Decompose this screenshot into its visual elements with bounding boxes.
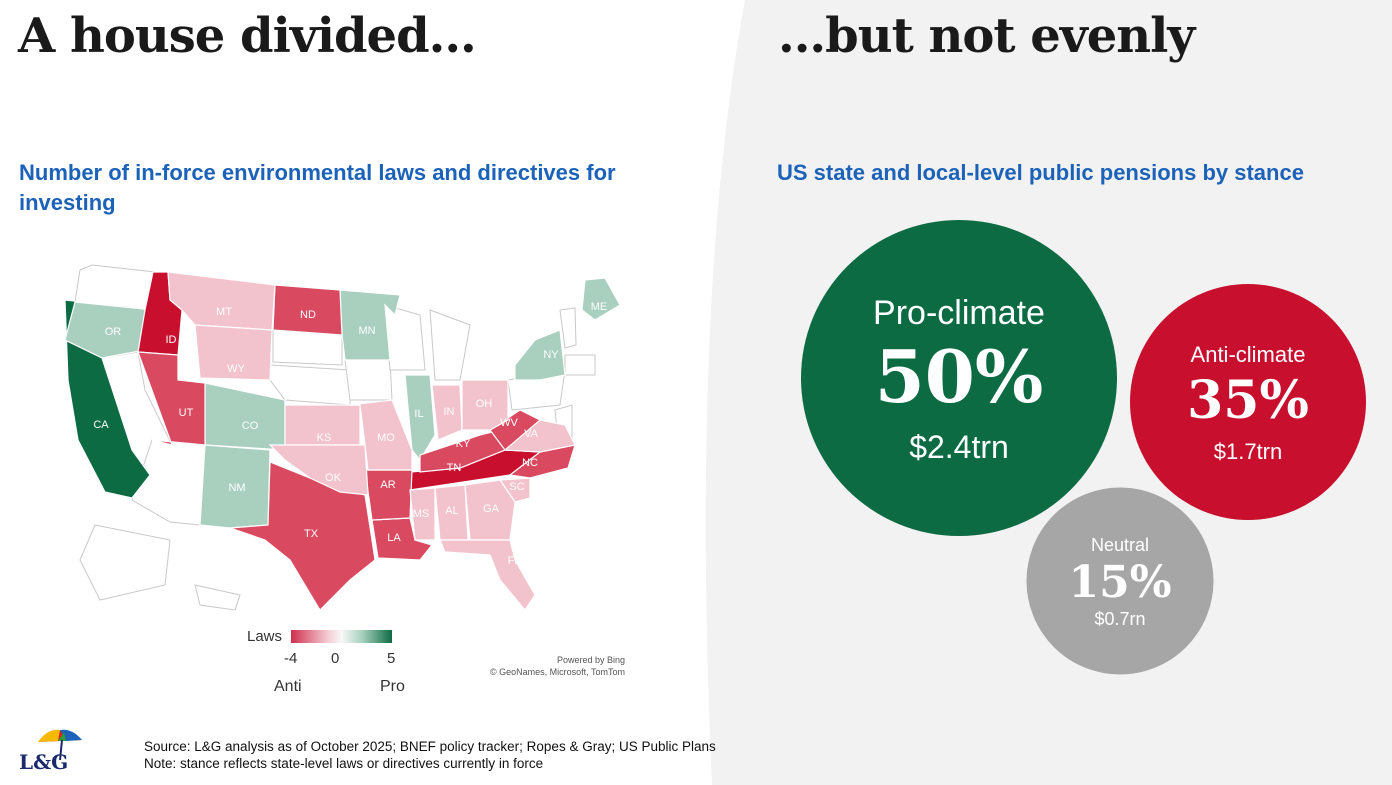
state-label-ga: GA	[483, 503, 500, 515]
state-va	[503, 419, 576, 453]
state-nd	[272, 284, 343, 336]
state-me	[581, 277, 621, 321]
headline-right: ...but not evenly	[778, 8, 1195, 64]
state-label-il: IL	[414, 408, 423, 420]
bubble-neutral-amount: $0.7rn	[1094, 609, 1145, 629]
legend-max: 5	[387, 650, 396, 667]
state-hi	[194, 584, 241, 611]
state-ny	[514, 329, 566, 381]
bubble-pro-climate: Pro-climate 50% $2.4trn	[801, 220, 1117, 536]
map-credit-bing: Powered by Bing	[556, 655, 625, 665]
state-label-mn: MN	[358, 325, 375, 337]
state-label-al: AL	[445, 505, 458, 517]
bubble-anti-label: Anti-climate	[1191, 342, 1306, 367]
map-state-labels: CA OR IL MN CO NM NY ME ID TN UT TX LA ND AR KY WV NC MT WY…	[93, 301, 607, 567]
state-mn	[339, 289, 401, 361]
bubble-chart-title: US state and local-level public pensions…	[777, 160, 1304, 185]
lg-umbrella-logo	[38, 729, 82, 761]
map-data-states	[64, 271, 621, 612]
state-label-mt: MT	[216, 306, 232, 318]
state-nc	[508, 444, 576, 479]
legend-mid: 0	[331, 650, 340, 667]
state-label-wv: WV	[500, 417, 518, 429]
state-label-oh: OH	[476, 398, 493, 410]
state-label-nd: ND	[300, 309, 316, 321]
map-credit-sources: © GeoNames, Microsoft, TomTom	[490, 667, 625, 677]
state-label-wy: WY	[227, 363, 245, 375]
state-label-va: VA	[524, 428, 539, 440]
state-label-ca: CA	[93, 419, 109, 431]
state-label-ok: OK	[325, 472, 342, 484]
state-oh	[461, 379, 509, 431]
bubble-pro-amount: $2.4trn	[909, 429, 1009, 465]
bubble-anti-climate: Anti-climate 35% $1.7trn	[1130, 284, 1366, 520]
state-ut	[137, 351, 206, 446]
legend-min: -4	[284, 650, 298, 667]
bubble-anti-percent: 35%	[1187, 370, 1309, 431]
us-states-map: CA OR IL MN CO NM NY ME ID TN UT TX LA ND AR KY WV NC MT WY…	[64, 264, 621, 612]
state-vt	[559, 307, 577, 349]
state-label-ky: KY	[456, 438, 471, 450]
legend-pro-caption: Pro	[380, 678, 405, 695]
state-label-id: ID	[166, 334, 177, 346]
state-label-ks: KS	[317, 432, 332, 444]
legend-anti-caption: Anti	[274, 678, 302, 695]
state-label-sc: SC	[509, 481, 524, 493]
state-label-ar: AR	[380, 479, 395, 491]
legend-title: Laws	[247, 628, 283, 645]
state-fl	[439, 539, 536, 612]
bubble-neutral-label: Neutral	[1091, 535, 1149, 555]
bubble-anti-amount: $1.7trn	[1214, 439, 1283, 464]
state-tx	[229, 461, 376, 611]
bubble-neutral-percent: 15%	[1068, 557, 1171, 608]
bubble-pro-percent: 50%	[875, 334, 1044, 419]
bubble-anti-circle	[1130, 284, 1366, 520]
bubble-pro-circle	[801, 220, 1117, 536]
state-label-nm: NM	[228, 482, 245, 494]
state-mo	[349, 399, 413, 471]
state-mi	[429, 309, 471, 381]
state-label-ut: UT	[179, 407, 194, 419]
lg-logo-text: L&G	[19, 750, 69, 774]
bubble-neutral-circle	[1023, 484, 1217, 678]
state-label-co: CO	[242, 420, 259, 432]
state-label-me: ME	[591, 301, 608, 313]
state-ga	[464, 479, 516, 541]
state-ak	[79, 524, 171, 601]
state-label-la: LA	[387, 532, 401, 544]
map-chart-title: Number of in-force environmental laws an…	[19, 160, 616, 215]
state-label-nc: NC	[522, 457, 538, 469]
state-ms	[409, 487, 436, 541]
state-label-fl: FL	[508, 555, 521, 567]
bubble-pro-label: Pro-climate	[873, 294, 1045, 332]
state-label-mo: MO	[377, 432, 395, 444]
state-label-tn: TN	[447, 462, 462, 474]
state-wy	[194, 324, 273, 381]
state-or	[64, 301, 154, 359]
state-ma	[564, 354, 596, 376]
state-label-ms: MS	[413, 508, 430, 520]
headline-left: A house divided...	[18, 8, 477, 64]
source-note: Source: L&G analysis as of October 2025;…	[144, 739, 716, 754]
bubble-neutral: Neutral 15% $0.7rn	[1023, 484, 1217, 678]
legend-color-scale	[291, 630, 392, 643]
state-label-tx: TX	[304, 528, 319, 540]
state-label-in: IN	[444, 406, 455, 418]
state-label-ny: NY	[543, 349, 559, 361]
stance-note: Note: stance reflects state-level laws o…	[144, 756, 544, 771]
state-il	[404, 374, 436, 462]
state-label-or: OR	[105, 326, 122, 338]
